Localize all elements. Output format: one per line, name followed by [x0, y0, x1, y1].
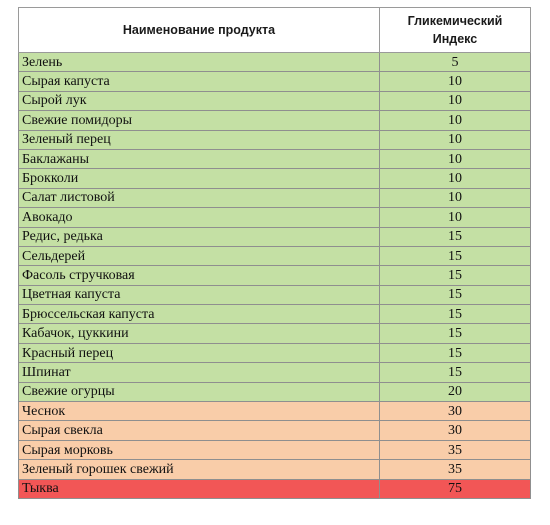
product-name-cell: Цветная капуста — [18, 284, 380, 306]
glycemic-index-cell: 10 — [379, 168, 531, 189]
glycemic-index-cell: 15 — [379, 284, 531, 306]
product-name-cell: Зеленый перец — [18, 129, 380, 150]
glycemic-index-cell: 15 — [379, 342, 531, 364]
glycemic-index-cell: 15 — [379, 323, 531, 344]
table-row: Баклажаны 10 — [18, 148, 531, 170]
glycemic-index-cell: 75 — [379, 478, 531, 499]
table-row: Фасоль стручковая 15 — [18, 265, 531, 286]
glycemic-index-cell: 15 — [379, 362, 531, 383]
table-row: Цветная капуста 15 — [18, 284, 531, 306]
table-row: Сырой лук 10 — [18, 90, 531, 112]
glycemic-index-cell: 10 — [379, 110, 531, 131]
table-row: Зеленый горошек свежий 35 — [18, 459, 531, 480]
table-row: Сырая морковь 35 — [18, 439, 531, 461]
glycemic-index-cell: 10 — [379, 71, 531, 92]
table-row: Зеленый перец 10 — [18, 129, 531, 150]
table-row: Тыква 75 — [18, 478, 531, 499]
product-name-cell: Зеленый горошек свежий — [18, 459, 380, 480]
glycemic-index-cell: 10 — [379, 90, 531, 112]
product-name-cell: Кабачок, цуккини — [18, 323, 380, 344]
table-row: Красный перец 15 — [18, 342, 531, 364]
glycemic-index-table: Наименование продукта Гликемический Инде… — [18, 7, 531, 499]
product-name-cell: Сырой лук — [18, 90, 380, 112]
product-name-cell: Чеснок — [18, 401, 380, 422]
product-name-cell: Свежие помидоры — [18, 110, 380, 131]
product-name-cell: Авокадо — [18, 207, 380, 228]
table-row: Свежие огурцы 20 — [18, 381, 531, 403]
table-row: Кабачок, цуккини 15 — [18, 323, 531, 344]
product-name-cell: Баклажаны — [18, 148, 380, 170]
table-row: Авокадо 10 — [18, 207, 531, 228]
product-name-cell: Сырая капуста — [18, 71, 380, 92]
header-glycemic-index: Гликемический Индекс — [379, 7, 531, 53]
glycemic-index-cell: 35 — [379, 439, 531, 461]
table-row: Редис, редька 15 — [18, 226, 531, 247]
product-name-cell: Брокколи — [18, 168, 380, 189]
glycemic-index-cell: 15 — [379, 245, 531, 267]
table-row: Чеснок 30 — [18, 401, 531, 422]
glycemic-index-cell: 15 — [379, 304, 531, 325]
product-name-cell: Шпинат — [18, 362, 380, 383]
glycemic-index-cell: 10 — [379, 148, 531, 170]
glycemic-index-cell: 15 — [379, 265, 531, 286]
product-name-cell: Сырая свекла — [18, 420, 380, 441]
glycemic-index-cell: 20 — [379, 381, 531, 403]
table-row: Сырая свекла 30 — [18, 420, 531, 441]
table-row: Салат листовой 10 — [18, 187, 531, 209]
glycemic-index-cell: 30 — [379, 401, 531, 422]
product-name-cell: Зелень — [18, 51, 380, 73]
table-body: Зелень 5 Сырая капуста 10 Сырой лук 10 Свеж… — [18, 51, 531, 499]
glycemic-index-cell: 10 — [379, 187, 531, 209]
glycemic-index-cell: 15 — [379, 226, 531, 247]
table-row: Свежие помидоры 10 — [18, 110, 531, 131]
glycemic-index-cell: 5 — [379, 51, 531, 73]
product-name-cell: Салат листовой — [18, 187, 380, 209]
glycemic-index-cell: 10 — [379, 207, 531, 228]
product-name-cell: Сельдерей — [18, 245, 380, 267]
table-row: Сельдерей 15 — [18, 245, 531, 267]
table-row: Сырая капуста 10 — [18, 71, 531, 92]
table-row: Брюссельская капуста 15 — [18, 304, 531, 325]
product-name-cell: Тыква — [18, 478, 380, 499]
glycemic-index-cell: 35 — [379, 459, 531, 480]
table-header: Наименование продукта Гликемический Инде… — [18, 7, 531, 53]
product-name-cell: Редис, редька — [18, 226, 380, 247]
glycemic-index-cell: 30 — [379, 420, 531, 441]
product-name-cell: Сырая морковь — [18, 439, 380, 461]
product-name-cell: Фасоль стручковая — [18, 265, 380, 286]
header-row: Наименование продукта Гликемический Инде… — [18, 7, 531, 53]
glycemic-index-cell: 10 — [379, 129, 531, 150]
header-product-name: Наименование продукта — [18, 7, 380, 53]
table-row: Шпинат 15 — [18, 362, 531, 383]
product-name-cell: Свежие огурцы — [18, 381, 380, 403]
table-row: Зелень 5 — [18, 51, 531, 73]
product-name-cell: Брюссельская капуста — [18, 304, 380, 325]
table-row: Брокколи 10 — [18, 168, 531, 189]
product-name-cell: Красный перец — [18, 342, 380, 364]
